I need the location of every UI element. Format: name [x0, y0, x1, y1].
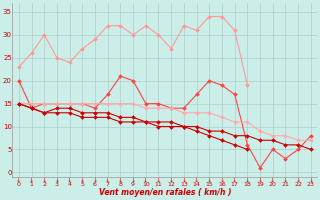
X-axis label: Vent moyen/en rafales ( km/h ): Vent moyen/en rafales ( km/h ) — [99, 188, 231, 197]
